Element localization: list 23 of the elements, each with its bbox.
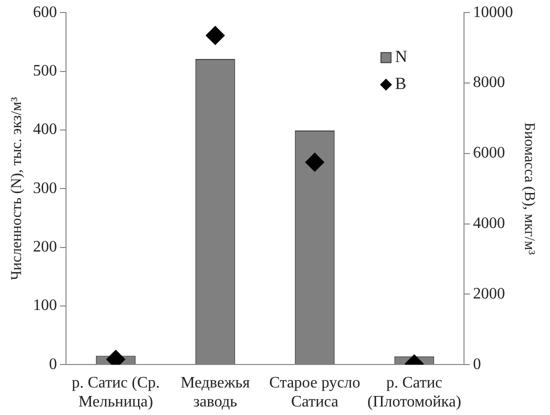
y2-tick-label: 2000 (473, 285, 505, 302)
y2-tick-label: 6000 (473, 144, 505, 162)
legend-label: N (395, 47, 408, 66)
y-tick-label: 200 (33, 238, 57, 256)
y2-tick-label: 0 (473, 356, 481, 373)
y-tick-label: 600 (33, 4, 57, 21)
legend-label: B (395, 74, 406, 94)
y-tick-label: 0 (49, 356, 57, 373)
x-tick-label: Старое русло Сатиса (269, 374, 360, 411)
point (305, 152, 324, 172)
y-tick-label: 400 (33, 121, 57, 138)
y-axis-title: Численность (N), тыс. экз/м³ (8, 96, 25, 280)
y2-tick-label: 8000 (473, 74, 505, 92)
y-tick-label: 500 (33, 62, 57, 80)
y2-tick-label: 10000 (473, 4, 513, 21)
y-tick-label: 300 (33, 180, 57, 197)
x-tick-label: р. Сатис (Ср. Мельница) (72, 374, 160, 411)
x-tick-label: р. Сатис (Плотомойка) (367, 374, 462, 411)
y-tick-label: 100 (33, 297, 57, 314)
y2-tick-label: 4000 (473, 215, 505, 232)
y2-axis-title: Биомасса (B), мкг/м³ (521, 122, 538, 256)
point (206, 26, 225, 45)
x-tick-label: Медвежья заводь (180, 374, 251, 411)
